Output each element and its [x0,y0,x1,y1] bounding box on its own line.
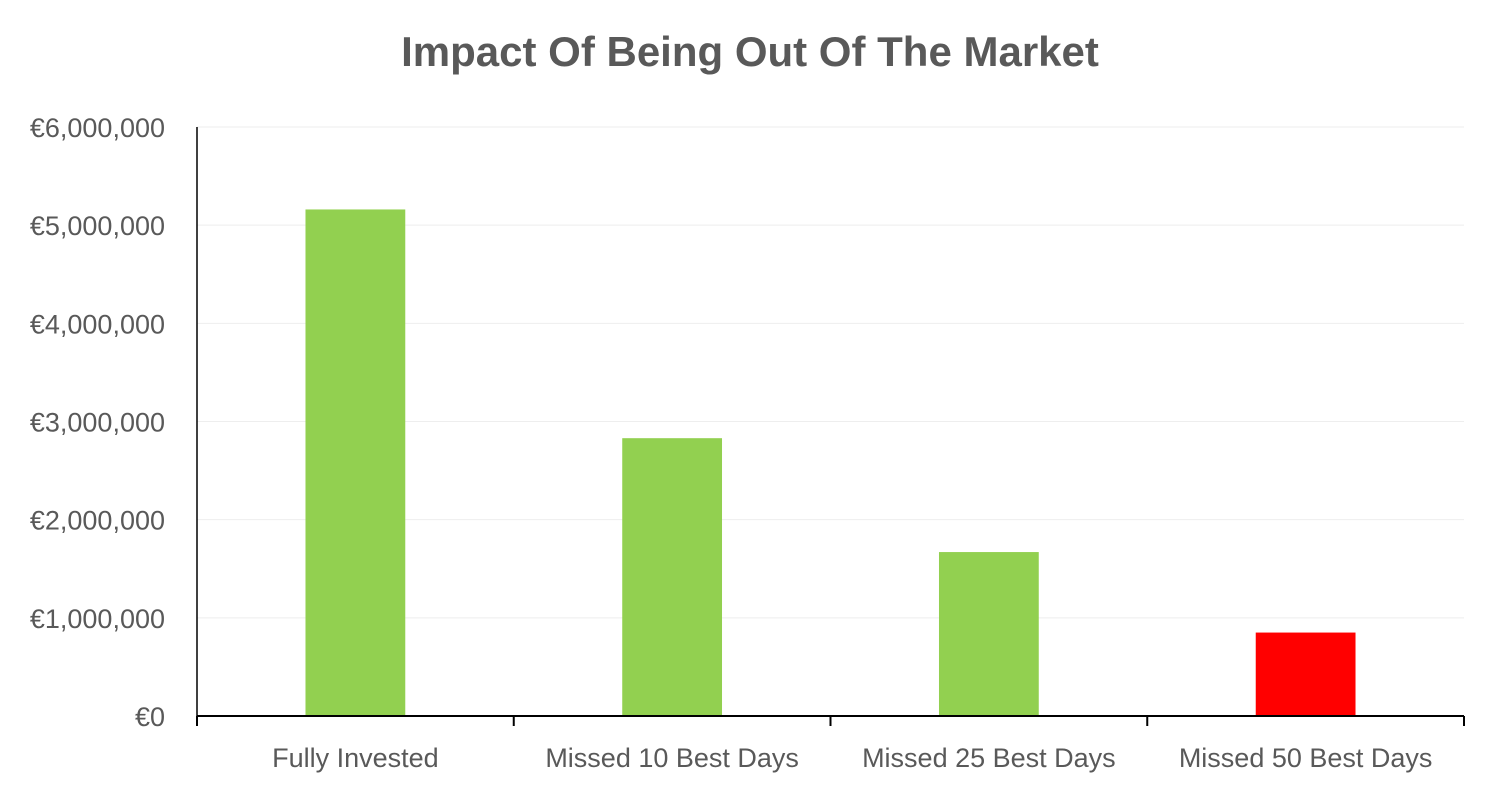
bar [622,438,723,716]
x-tick-label: Missed 25 Best Days [862,743,1116,773]
y-tick-label: €3,000,000 [30,408,165,438]
y-tick-label: €1,000,000 [30,604,165,634]
y-tick-label: €6,000,000 [30,113,165,143]
bar [938,552,1039,716]
axes [196,127,1465,726]
y-tick-label: €0 [135,702,165,732]
bars [305,209,1356,716]
y-tick-label: €5,000,000 [30,211,165,241]
bar [305,209,406,716]
y-tick-label: €2,000,000 [30,506,165,536]
y-tick-label: €4,000,000 [30,309,165,339]
x-tick-labels: Fully Invested Missed 10 Best Days Missed … [272,743,1432,773]
x-tick-label: Missed 50 Best Days [1179,743,1433,773]
x-tick-label: Fully Invested [272,743,439,773]
bar [1255,632,1356,716]
x-tick-label: Missed 10 Best Days [545,743,799,773]
y-tick-labels: €0 €1,000,000 €2,000,000 €3,000,000 €4,000,0… [30,113,165,732]
gridlines [197,126,1464,619]
chart-title: Impact Of Being Out Of The Market [401,28,1099,75]
